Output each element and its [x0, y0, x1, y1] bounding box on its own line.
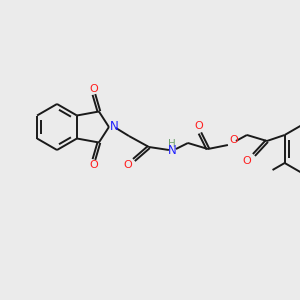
Text: H: H	[168, 139, 176, 149]
Text: O: O	[194, 121, 203, 131]
Text: O: O	[89, 83, 98, 94]
Text: O: O	[89, 160, 98, 170]
Text: O: O	[124, 160, 132, 170]
Text: N: N	[110, 121, 118, 134]
Text: O: O	[242, 156, 251, 166]
Text: N: N	[167, 145, 176, 158]
Text: O: O	[230, 135, 238, 145]
